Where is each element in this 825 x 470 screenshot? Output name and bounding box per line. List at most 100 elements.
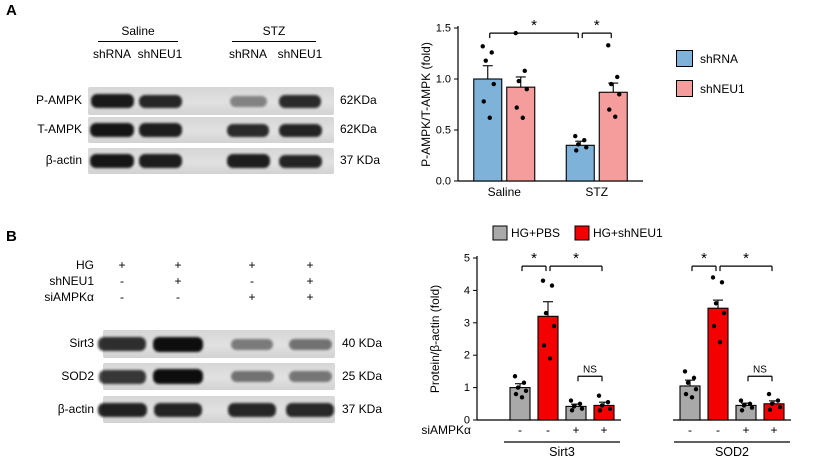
sig-label: * — [531, 17, 537, 34]
condition-sign: + — [306, 290, 314, 304]
data-point — [573, 133, 578, 139]
data-point — [515, 385, 521, 390]
blot-row-label: P-AMPK — [35, 93, 82, 107]
condition-sign: - — [176, 290, 180, 304]
data-point — [607, 107, 612, 112]
data-point — [766, 391, 772, 397]
x-category-label: STZ — [585, 185, 608, 199]
panel-a-legend: shRNA shNEU1 — [676, 50, 745, 110]
blot-band — [154, 402, 202, 417]
condition-label: HG — [76, 258, 94, 272]
blot-group-header: STZ — [262, 24, 286, 38]
sig-label: NS — [753, 364, 767, 375]
group-label: SOD2 — [715, 445, 749, 459]
data-point — [519, 395, 525, 400]
blot-kda-label: 37 KDa — [340, 153, 381, 167]
data-point — [710, 275, 716, 280]
bar — [537, 315, 559, 421]
condition-sign: - — [120, 290, 124, 304]
data-point — [597, 408, 603, 413]
blot-band — [230, 371, 274, 382]
blot-kda-label: 37 KDa — [342, 401, 383, 416]
siampk-row-label: siAMPKα — [421, 423, 471, 437]
siampk-sign: - — [546, 423, 550, 437]
data-point — [596, 393, 602, 398]
blot-row-label: SOD2 — [61, 368, 94, 383]
y-tick-label: 1.0 — [436, 74, 451, 86]
legend-swatch — [676, 80, 693, 97]
blot-row-label: Sirt3 — [69, 336, 94, 350]
data-point — [682, 369, 688, 374]
blot-band — [90, 123, 134, 137]
data-point — [521, 380, 527, 385]
sig-label: * — [594, 17, 600, 34]
data-point — [605, 399, 611, 405]
y-tick-label: 0.5 — [436, 125, 451, 137]
blot-band — [278, 154, 322, 168]
data-point — [685, 380, 691, 385]
data-point — [491, 81, 496, 87]
data-point — [775, 398, 781, 403]
data-point — [540, 278, 546, 283]
data-point — [520, 115, 525, 120]
data-point — [606, 43, 611, 48]
group-label: Sirt3 — [549, 445, 575, 459]
data-point — [522, 68, 527, 74]
siampk-sign: + — [770, 423, 777, 437]
data-point — [513, 391, 519, 397]
legend-swatch — [492, 225, 508, 241]
panel-a-label: A — [6, 2, 17, 19]
bar — [707, 307, 729, 421]
blot-lane-label: shRNA — [228, 47, 267, 61]
blot-group-underline — [232, 41, 316, 43]
blot-band — [138, 154, 182, 168]
condition-sign: + — [118, 258, 126, 272]
sig-label: * — [531, 250, 537, 267]
blot-band — [286, 402, 334, 417]
sig-label: * — [701, 250, 707, 267]
data-point — [524, 87, 529, 92]
data-point — [689, 395, 695, 400]
data-point — [483, 58, 488, 63]
x-category-label: Saline — [488, 185, 522, 199]
blot-band — [279, 94, 321, 108]
legend-item-label: shRNA — [700, 51, 739, 66]
panel-b-chart: HG+PBS HG+shNEU1 0 1 2 3 4 5 Protein/β-actin (fo… — [421, 225, 791, 459]
blot-band — [229, 95, 267, 107]
y-tick-label: 5 — [464, 253, 470, 265]
legend-item: shRNA — [676, 50, 745, 67]
condition-sign: + — [174, 258, 182, 272]
data-point — [741, 403, 747, 408]
siampk-sign: - — [716, 423, 720, 437]
y-tick-label: 0 — [464, 415, 470, 427]
data-point — [739, 408, 745, 413]
siampk-sign: + — [572, 423, 579, 437]
sig-label: NS — [583, 364, 597, 375]
blot-band — [228, 402, 276, 417]
data-point — [584, 145, 589, 150]
bar — [598, 91, 628, 182]
condition-sign: + — [306, 274, 314, 288]
blot-band — [138, 94, 182, 108]
y-tick-label: 1.5 — [436, 23, 451, 35]
data-point — [487, 115, 492, 120]
data-point — [615, 74, 620, 80]
condition-sign: - — [120, 274, 124, 288]
data-point — [514, 105, 519, 110]
data-point — [747, 401, 753, 406]
blot-lane-label: shRNA — [92, 47, 131, 61]
blot-band — [288, 371, 332, 382]
condition-sign: - — [250, 274, 254, 288]
legend-item-label: shNEU1 — [700, 81, 745, 96]
bar — [473, 78, 503, 182]
blot-row-label: β-actin — [57, 401, 94, 416]
legend-item-label: HG+shNEU1 — [593, 226, 663, 240]
data-point — [489, 50, 494, 55]
data-point — [574, 148, 579, 153]
data-point — [480, 44, 485, 49]
blot-group-underline — [98, 41, 178, 43]
y-tick-label: 3 — [464, 317, 470, 329]
blot-band — [278, 123, 322, 137]
blot-kda-label: 25 KDa — [342, 368, 383, 383]
